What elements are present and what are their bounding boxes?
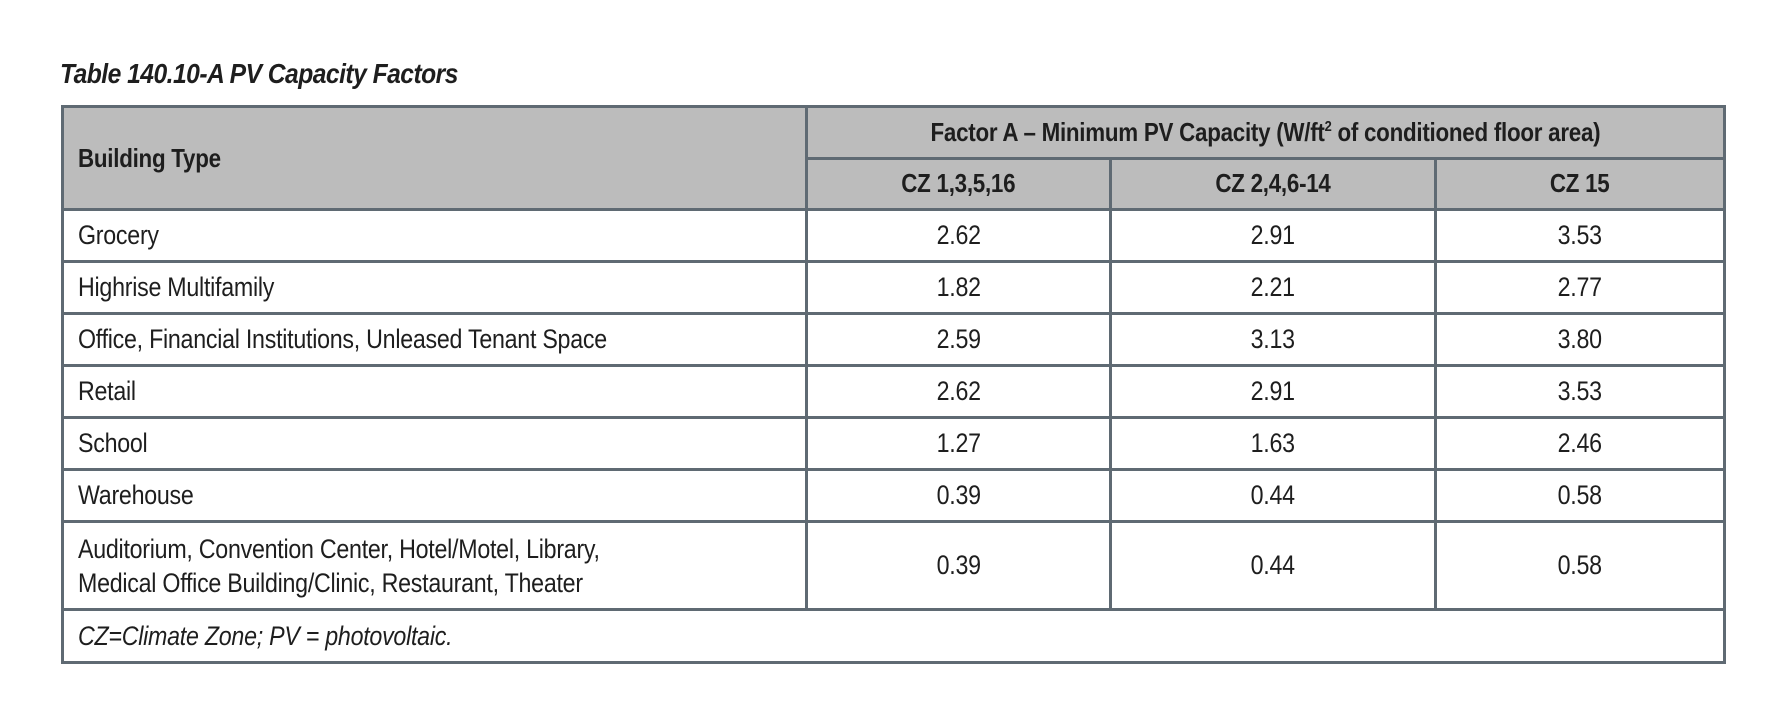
table-row: Highrise Multifamily 1.82 2.21 2.77 bbox=[61, 260, 1727, 315]
row-building-type: Warehouse bbox=[61, 468, 808, 523]
building-type-header: Building Type bbox=[61, 105, 808, 211]
row-value: 0.39 bbox=[805, 520, 1112, 611]
row-value: 0.58 bbox=[1433, 520, 1727, 611]
row-building-type: Auditorium, Convention Center, Hotel/Mot… bbox=[61, 520, 808, 611]
row-value: 0.44 bbox=[1109, 520, 1437, 611]
row-value: 2.46 bbox=[1433, 416, 1727, 471]
row-building-type: Highrise Multifamily bbox=[61, 260, 808, 315]
row-value: 3.53 bbox=[1433, 364, 1727, 419]
row-building-type: Office, Financial Institutions, Unleased… bbox=[61, 312, 808, 367]
zone-header-cz2: CZ 2,4,6-14 bbox=[1109, 156, 1437, 211]
row-value: 3.13 bbox=[1109, 312, 1437, 367]
row-value: 2.62 bbox=[805, 364, 1112, 419]
row-value: 2.21 bbox=[1109, 260, 1437, 315]
table-row: Office, Financial Institutions, Unleased… bbox=[61, 312, 1727, 367]
row-building-type: School bbox=[61, 416, 808, 471]
zone-header-cz15: CZ 15 bbox=[1433, 156, 1727, 211]
row-value: 0.44 bbox=[1109, 468, 1437, 523]
pv-capacity-table: Building Type Factor A – Minimum PV Capa… bbox=[60, 105, 1727, 664]
row-value: 3.53 bbox=[1433, 208, 1727, 263]
table-row: Warehouse 0.39 0.44 0.58 bbox=[61, 468, 1727, 523]
row-value: 1.27 bbox=[805, 416, 1112, 471]
footnote-row: CZ=Climate Zone; PV = photovoltaic. bbox=[60, 608, 1727, 664]
row-value: 2.91 bbox=[1109, 208, 1437, 263]
row-building-type: Grocery bbox=[61, 208, 808, 263]
row-value: 2.91 bbox=[1109, 364, 1437, 419]
row-building-type: Retail bbox=[61, 364, 808, 419]
row-value: 2.62 bbox=[805, 208, 1112, 263]
table-row: Grocery 2.62 2.91 3.53 bbox=[61, 208, 1727, 263]
row-value: 2.59 bbox=[805, 312, 1112, 367]
row-value: 1.82 bbox=[805, 260, 1112, 315]
zone-header-cz1: CZ 1,3,5,16 bbox=[805, 156, 1112, 211]
factor-a-header: Factor A – Minimum PV Capacity (W/ft2 of… bbox=[804, 105, 1727, 160]
row-value: 0.58 bbox=[1433, 468, 1727, 523]
row-value: 3.80 bbox=[1433, 312, 1727, 367]
row-value: 1.63 bbox=[1109, 416, 1437, 471]
table-row: Auditorium, Convention Center, Hotel/Mot… bbox=[61, 520, 1727, 611]
row-value: 2.77 bbox=[1433, 260, 1727, 315]
table-row: Retail 2.62 2.91 3.53 bbox=[61, 364, 1727, 419]
table-row: School 1.27 1.63 2.46 bbox=[61, 416, 1727, 471]
table-footnote: CZ=Climate Zone; PV = photovoltaic. bbox=[60, 608, 1727, 664]
row-value: 0.39 bbox=[805, 468, 1112, 523]
table-title: Table 140.10-A PV Capacity Factors bbox=[60, 58, 458, 89]
